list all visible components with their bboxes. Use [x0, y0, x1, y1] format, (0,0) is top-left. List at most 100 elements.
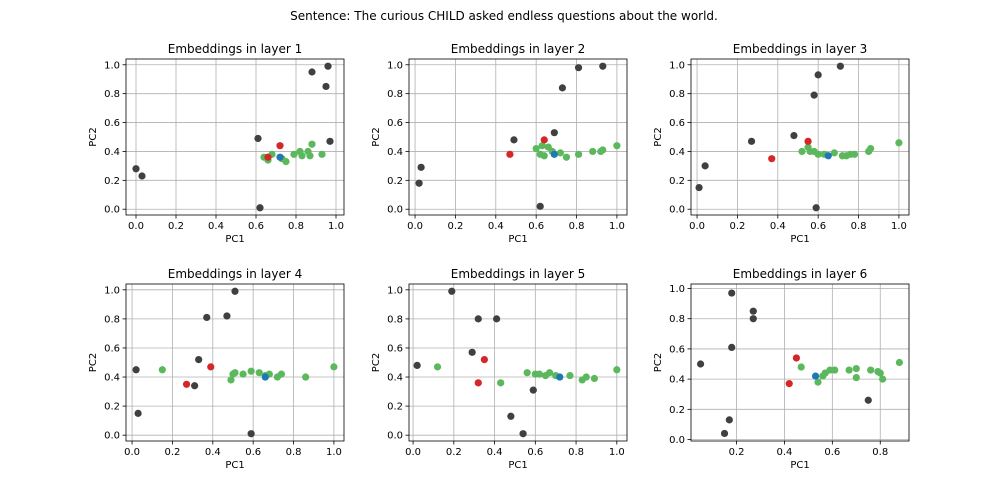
data-point [792, 354, 801, 362]
x-tick-label: 0.6 [245, 447, 261, 458]
data-point [728, 343, 736, 352]
y-tick-label: 0.4 [387, 373, 403, 384]
data-point [497, 379, 505, 387]
data-point [132, 366, 140, 374]
subplot-layer-4: 0.0 0.2 0.4 0.6 0.8 1.0 0.0 0.2 0.4 0.6 0.8 1.0 Embe… [88, 267, 345, 471]
data-point [223, 312, 231, 320]
data-point [506, 150, 514, 158]
axes-frame [690, 283, 910, 442]
data-point [582, 373, 590, 381]
y-tick-label: 0.0 [669, 435, 685, 446]
x-tick-label: 0.8 [872, 447, 888, 458]
data-point [231, 369, 239, 377]
x-tick-label: 0.8 [569, 221, 585, 232]
subplot-title: Embeddings in layer 6 [733, 267, 867, 281]
data-point [574, 150, 583, 158]
data-point [448, 287, 456, 295]
data-point [277, 370, 286, 378]
y-tick-label: 0.6 [104, 343, 120, 354]
subplot-title: Embeddings in layer 3 [733, 42, 867, 56]
y-tick-label: 0.2 [387, 402, 403, 413]
x-tick-label: 0.8 [286, 447, 302, 458]
data-point [728, 289, 736, 297]
data-point [207, 363, 215, 371]
data-point [261, 373, 269, 381]
y-tick-label: 0.0 [387, 431, 403, 442]
y-tick-label: 0.0 [669, 205, 685, 216]
x-tick-label: 0.4 [488, 221, 504, 232]
data-point [529, 386, 537, 394]
y-tick-label: 0.0 [387, 205, 403, 216]
data-point [852, 364, 860, 373]
y-tick-label: 0.6 [104, 118, 120, 129]
data-point [589, 147, 597, 156]
data-point [830, 149, 838, 157]
data-point [720, 429, 729, 438]
x-tick-label: 0.4 [487, 447, 503, 458]
x-tick-label: 0.2 [164, 447, 180, 458]
data-point [134, 409, 142, 417]
x-axis-label: PC1 [790, 234, 809, 245]
data-point [556, 149, 564, 157]
x-tick-label: 0.2 [446, 447, 462, 458]
data-point [264, 153, 272, 161]
data-point [195, 355, 203, 364]
y-tick-label: 0.4 [104, 147, 120, 158]
x-tick-label: 0.2 [729, 447, 745, 458]
data-point [468, 348, 476, 356]
data-point [590, 374, 599, 383]
y-tick-label: 0.2 [669, 176, 685, 187]
y-tick-label: 1.0 [387, 285, 403, 296]
data-point [540, 136, 548, 144]
data-point [599, 62, 607, 70]
y-tick-label: 0.6 [387, 343, 403, 354]
data-point [417, 163, 425, 171]
data-point [536, 202, 544, 210]
data-point [599, 146, 607, 154]
y-tick-label: 1.0 [669, 60, 685, 71]
data-point [879, 375, 887, 383]
data-point [797, 363, 805, 371]
data-point [798, 147, 806, 156]
x-tick-label: 1.0 [609, 221, 625, 232]
axes-frame [125, 58, 345, 216]
data-point [811, 372, 820, 380]
data-point [790, 131, 798, 140]
data-point [836, 62, 844, 70]
data-point [507, 412, 515, 420]
data-point [474, 315, 482, 323]
y-axis-label: PC2 [653, 353, 664, 372]
data-point [864, 396, 872, 404]
data-point [493, 315, 501, 323]
data-point [519, 430, 527, 438]
data-point [290, 150, 298, 158]
data-point [255, 369, 263, 377]
data-point [613, 366, 621, 374]
y-tick-label: 1.0 [104, 60, 120, 71]
data-point [523, 369, 531, 377]
data-point [558, 84, 567, 92]
data-point [814, 150, 822, 158]
y-axis-label: PC2 [653, 127, 664, 146]
y-tick-label: 0.8 [387, 89, 403, 100]
subplot-layer-2: 0.0 0.2 0.4 0.6 0.8 1.0 0.0 0.2 0.4 0.6 0.8 1.0 Embe… [371, 42, 628, 245]
y-tick-label: 0.8 [669, 89, 685, 100]
data-point [831, 366, 839, 374]
data-point [158, 366, 166, 374]
data-point [282, 157, 290, 166]
y-tick-label: 0.2 [104, 402, 120, 413]
y-tick-label: 0.6 [669, 118, 685, 129]
data-point [322, 82, 330, 91]
data-point [256, 204, 264, 212]
data-point [535, 370, 543, 378]
data-point [845, 366, 853, 374]
data-point [696, 360, 705, 368]
data-point [298, 152, 306, 160]
data-point [867, 366, 875, 374]
data-point [276, 153, 284, 161]
x-tick-label: 0.0 [405, 447, 421, 458]
data-point [613, 142, 621, 150]
y-tick-label: 1.0 [104, 285, 120, 296]
axes-frame [408, 58, 628, 216]
data-point [785, 380, 793, 388]
